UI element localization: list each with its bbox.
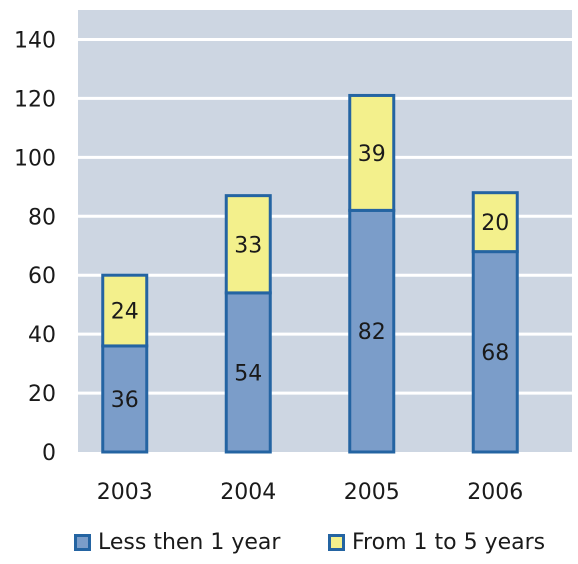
bar-value-label: 82 xyxy=(358,320,386,345)
legend-label-less-than-1-year: Less then 1 year xyxy=(98,530,281,555)
y-tick-label: 60 xyxy=(28,264,56,289)
y-tick-label: 80 xyxy=(28,205,56,230)
y-tick-label: 140 xyxy=(14,28,56,53)
bar-value-label: 24 xyxy=(111,300,139,325)
x-axis-tick-labels: 2003 2004 2005 2006 xyxy=(97,480,524,505)
bars: 36 24 54 33 82 39 68 20 xyxy=(101,93,519,454)
bar-value-label: 33 xyxy=(234,233,262,258)
bar-segment xyxy=(471,250,519,454)
bar-value-label: 39 xyxy=(358,142,386,167)
bar-segment xyxy=(348,93,396,212)
legend-swatch-1-to-5-years xyxy=(328,534,345,551)
bar-segment xyxy=(471,191,519,254)
legend-label-1-to-5-years: From 1 to 5 years xyxy=(352,530,546,555)
bar-segment xyxy=(224,194,272,295)
x-tick-label: 2006 xyxy=(467,480,523,505)
gridlines xyxy=(78,37,572,395)
legend-item-less-than-1-year: Less then 1 year xyxy=(74,530,280,555)
y-tick-label: 40 xyxy=(28,323,56,348)
stacked-bar-chart: 0 20 40 60 80 100 120 140 36 24 54 33 82 39 68 20 2003… xyxy=(14,10,572,505)
x-tick-label: 2003 xyxy=(97,480,153,505)
bar-value-label: 36 xyxy=(111,388,139,413)
legend: Less then 1 year From 1 to 5 years xyxy=(0,530,578,564)
x-tick-label: 2004 xyxy=(220,480,276,505)
bar-segment xyxy=(101,273,149,348)
y-tick-label: 120 xyxy=(14,87,56,112)
bar-value-label: 20 xyxy=(481,211,509,236)
bar-value-label: 68 xyxy=(481,341,509,366)
bar-segment xyxy=(348,208,396,454)
y-tick-label: 20 xyxy=(28,382,56,407)
bar-segment xyxy=(224,291,272,454)
y-tick-label: 0 xyxy=(42,441,56,466)
y-tick-label: 100 xyxy=(14,146,56,171)
bar-value-label: 54 xyxy=(234,361,262,386)
legend-swatch-less-than-1-year xyxy=(74,534,91,551)
legend-item-1-to-5-years: From 1 to 5 years xyxy=(328,530,545,555)
x-tick-label: 2005 xyxy=(344,480,400,505)
y-axis-tick-labels: 0 20 40 60 80 100 120 140 xyxy=(14,28,56,466)
